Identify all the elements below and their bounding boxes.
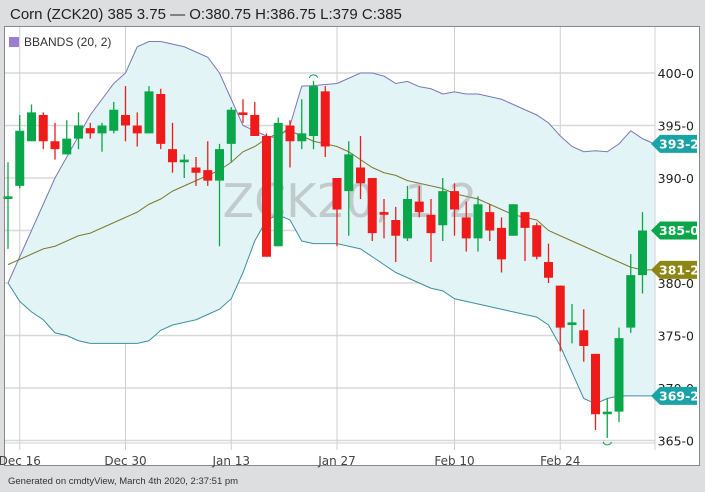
candle[interactable] (121, 86, 130, 142)
candle[interactable] (485, 204, 495, 241)
middle-band-line (7, 130, 655, 271)
candle[interactable] (179, 154, 189, 178)
candle[interactable] (203, 141, 213, 186)
x-tick-label: Dec 30 (104, 454, 146, 468)
middle-band-tag: 381-2 (651, 260, 699, 279)
candle[interactable] (332, 178, 342, 247)
x-tick-label: Feb 10 (434, 454, 474, 468)
candle[interactable] (273, 117, 283, 247)
upper-band-tag: 393-2 (651, 134, 699, 153)
last-price-tag: 385-0 (651, 221, 699, 240)
candle[interactable] (614, 327, 624, 423)
candle[interactable] (555, 285, 565, 352)
candle[interactable] (297, 99, 307, 150)
candle[interactable] (156, 88, 166, 150)
candle[interactable] (356, 136, 365, 199)
candle[interactable] (191, 157, 201, 186)
candle[interactable] (85, 122, 95, 139)
y-tick-label: 380-0 (658, 276, 694, 291)
candle[interactable] (50, 122, 60, 160)
candle[interactable] (250, 101, 260, 136)
candle[interactable] (438, 178, 448, 241)
candle[interactable] (27, 104, 36, 142)
bbands-fill (8, 41, 655, 404)
candle[interactable] (238, 99, 248, 123)
y-tick-label: 400-0 (658, 66, 694, 81)
lower-band-line (7, 214, 655, 405)
y-tick-label: 395-0 (658, 119, 694, 134)
candle[interactable] (344, 141, 354, 236)
candle[interactable] (626, 254, 636, 333)
candle[interactable] (426, 199, 436, 262)
candle[interactable] (309, 80, 318, 150)
bbands-legend[interactable]: BBANDS (20, 2) (9, 35, 111, 49)
candle[interactable] (508, 204, 518, 236)
candle[interactable] (74, 112, 83, 150)
candle[interactable] (461, 201, 471, 252)
high-marker-icon (309, 74, 318, 78)
candle[interactable] (109, 101, 119, 134)
candle[interactable] (38, 112, 48, 150)
candle[interactable] (602, 398, 612, 438)
lower-band-tag: 369-2 (651, 386, 699, 405)
x-tick-label: Feb 24 (540, 454, 580, 468)
candle[interactable] (367, 178, 377, 241)
candle[interactable] (320, 86, 330, 157)
low-marker-icon (602, 441, 612, 446)
candle[interactable] (379, 199, 389, 239)
candle[interactable] (414, 185, 424, 218)
candle[interactable] (473, 196, 483, 252)
candle[interactable] (450, 183, 459, 236)
candle[interactable] (391, 206, 401, 262)
candle[interactable] (403, 185, 412, 241)
candle[interactable] (97, 122, 107, 152)
candle[interactable] (262, 133, 271, 257)
chart-title: Corn (ZCK20) 385 3.75 — O:380.75 H:386.7… (10, 6, 402, 23)
legend-label: BBANDS (20, 2) (24, 35, 112, 49)
x-tick-label: Jan 13 (211, 454, 250, 468)
candle[interactable] (226, 107, 236, 163)
candle[interactable] (62, 120, 72, 155)
candle[interactable] (638, 212, 647, 294)
svg-text:369-2: 369-2 (659, 388, 699, 403)
candle[interactable] (591, 353, 600, 430)
candle[interactable] (567, 304, 577, 344)
y-tick-label: 375-0 (658, 329, 694, 344)
candle[interactable] (132, 112, 142, 147)
candle[interactable] (579, 309, 589, 362)
upper-band-line (7, 41, 655, 284)
generated-footer: Generated on cmdtyView, March 4th 2020, … (8, 476, 239, 487)
candle[interactable] (215, 143, 224, 247)
candle[interactable] (285, 120, 295, 168)
svg-text:381-2: 381-2 (659, 262, 699, 277)
candle[interactable] (532, 222, 542, 260)
svg-text:393-2: 393-2 (659, 136, 699, 151)
candle[interactable] (544, 243, 553, 283)
x-tick-label: Jan 27 (317, 454, 356, 468)
candle[interactable] (15, 115, 25, 189)
y-tick-label: 390-0 (658, 171, 694, 186)
x-tick-label: Dec 16 (0, 454, 41, 468)
candle[interactable] (520, 212, 530, 261)
candle[interactable] (144, 86, 154, 134)
candle[interactable] (168, 122, 177, 173)
y-tick-label: 365-0 (658, 434, 694, 449)
candle[interactable] (497, 217, 506, 273)
candle[interactable] (3, 162, 13, 249)
legend-swatch-icon (9, 37, 19, 47)
svg-text:385-0: 385-0 (659, 223, 699, 238)
